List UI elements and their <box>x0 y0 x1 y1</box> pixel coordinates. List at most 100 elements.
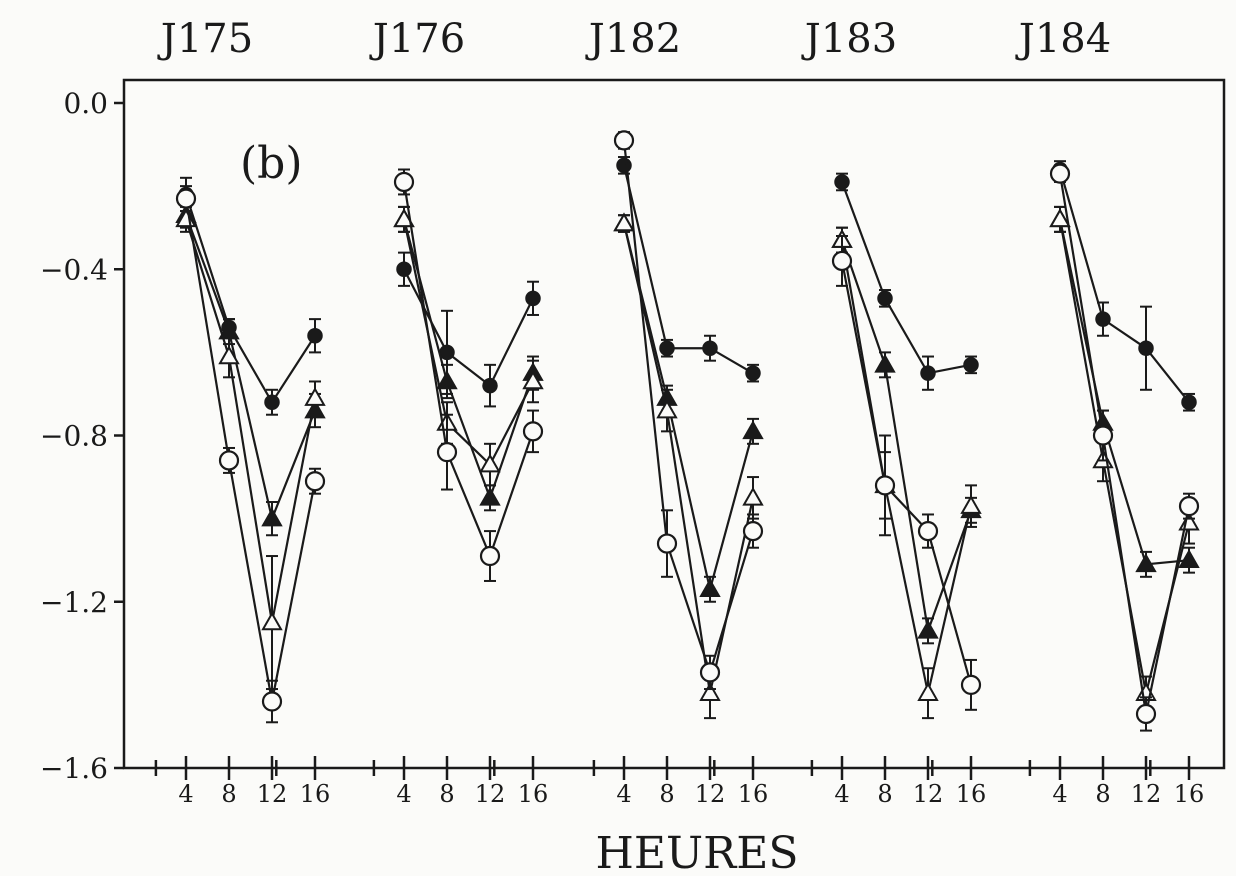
marker-open-circle <box>831 250 853 272</box>
series-line <box>622 223 755 590</box>
x-tick-label: 8 <box>221 780 236 808</box>
x-tick-label: 8 <box>1095 780 1110 808</box>
marker-filled-circle <box>1181 394 1197 410</box>
marker-filled-triangle <box>742 420 764 440</box>
marker-filled-triangle <box>479 486 501 506</box>
marker-filled-circle <box>1138 340 1154 356</box>
marker-open-triangle <box>522 370 544 390</box>
x-tick-label: 4 <box>178 780 193 808</box>
marker-open-triangle <box>218 345 240 365</box>
marker-filled-triangle <box>1178 549 1200 568</box>
x-tick-label: 4 <box>616 780 631 808</box>
marker-filled-triangle <box>436 370 458 390</box>
day-label-j183: J183 <box>801 16 897 62</box>
marker-filled-triangle <box>1135 553 1157 573</box>
marker-open-circle <box>393 171 415 193</box>
x-tick-label: 12 <box>913 780 944 808</box>
marker-filled-circle <box>877 290 893 307</box>
x-tick-label: 12 <box>1131 780 1162 808</box>
marker-filled-circle <box>482 377 498 394</box>
series-open-triangle <box>175 205 1200 720</box>
x-axis: 4 8 12 16 4 8 12 16 4 8 12 16 4 8 12 16 4 8 12 16 <box>154 756 1205 808</box>
x-tick-label: 4 <box>1052 780 1067 808</box>
marker-open-circle <box>656 533 678 554</box>
panel-label: (b) <box>240 138 303 189</box>
day-label-j175: J175 <box>157 16 253 62</box>
day-label-j176: J176 <box>369 16 465 62</box>
x-tick-label: 16 <box>956 780 987 808</box>
marker-open-triangle <box>1049 208 1071 228</box>
series-line <box>840 239 973 694</box>
y-axis: 0.0 −0.4 −0.8 −1.2 −1.6 <box>40 87 124 785</box>
marker-open-circle <box>304 471 326 492</box>
y-tick-label: −1.6 <box>40 752 108 785</box>
y-tick-label: −0.4 <box>40 253 108 286</box>
marker-open-circle <box>218 450 240 471</box>
marker-open-triangle <box>304 387 326 406</box>
marker-open-triangle <box>261 611 283 631</box>
marker-filled-circle <box>439 344 455 361</box>
marker-open-triangle <box>393 208 415 228</box>
marker-filled-circle <box>702 340 718 356</box>
marker-filled-circle <box>659 340 675 356</box>
marker-open-triangle <box>960 495 982 514</box>
series-filled-circle <box>178 156 1197 416</box>
marker-filled-triangle <box>699 578 721 598</box>
x-tick-label: 12 <box>695 780 726 808</box>
x-axis-label: HEURES <box>596 828 799 876</box>
y-tick-label: −1.2 <box>40 586 108 619</box>
marker-open-circle <box>1092 425 1114 446</box>
x-tick-label: 4 <box>834 780 849 808</box>
series-line <box>1058 169 1190 403</box>
series-line <box>184 194 316 405</box>
marker-open-circle <box>436 442 458 463</box>
series-line <box>403 268 534 388</box>
marker-filled-circle <box>307 328 323 344</box>
x-tick-label: 12 <box>257 780 288 808</box>
x-tick-label: 16 <box>1174 780 1205 808</box>
x-tick-label: 16 <box>738 780 769 808</box>
day-labels: J175 J176 J182 J183 J184 <box>157 16 1111 62</box>
x-tick-label: 16 <box>518 780 549 808</box>
marker-open-circle <box>1049 163 1071 184</box>
marker-filled-circle <box>834 174 850 190</box>
marker-filled-circle <box>525 290 541 307</box>
data-series <box>175 130 1200 732</box>
marker-open-triangle <box>613 212 635 232</box>
marker-open-circle <box>479 545 501 567</box>
series-line <box>622 140 755 677</box>
marker-filled-circle <box>396 261 412 277</box>
series-line <box>402 219 535 502</box>
series-line <box>184 214 317 523</box>
marker-open-circle <box>261 691 283 712</box>
marker-filled-circle <box>963 357 979 373</box>
day-label-j184: J184 <box>1015 16 1111 62</box>
marker-open-triangle <box>656 399 678 419</box>
marker-filled-triangle <box>917 619 939 639</box>
x-tick-label: 8 <box>659 780 674 808</box>
series-line <box>840 260 973 686</box>
series-line <box>1058 219 1190 566</box>
marker-open-circle <box>1178 496 1200 517</box>
marker-open-triangle <box>479 453 501 473</box>
series-line <box>622 223 755 694</box>
marker-open-circle <box>742 520 764 542</box>
x-tick-label: 8 <box>877 780 892 808</box>
series-line <box>622 165 754 375</box>
marker-open-triangle <box>699 682 721 701</box>
day-label-j182: J182 <box>585 16 681 62</box>
marker-open-triangle <box>742 486 764 506</box>
marker-filled-triangle <box>874 353 896 373</box>
series-line <box>184 198 317 702</box>
series-line <box>402 181 535 560</box>
plot-frame <box>122 78 1226 770</box>
x-tick-label: 8 <box>439 780 454 808</box>
marker-filled-circle <box>616 157 632 174</box>
y-tick-label: 0.0 <box>63 87 108 120</box>
series-line <box>1058 173 1191 715</box>
marker-open-circle <box>613 130 635 151</box>
series-line <box>184 219 317 623</box>
series-open-circle <box>175 130 1200 732</box>
marker-open-circle <box>699 662 721 683</box>
